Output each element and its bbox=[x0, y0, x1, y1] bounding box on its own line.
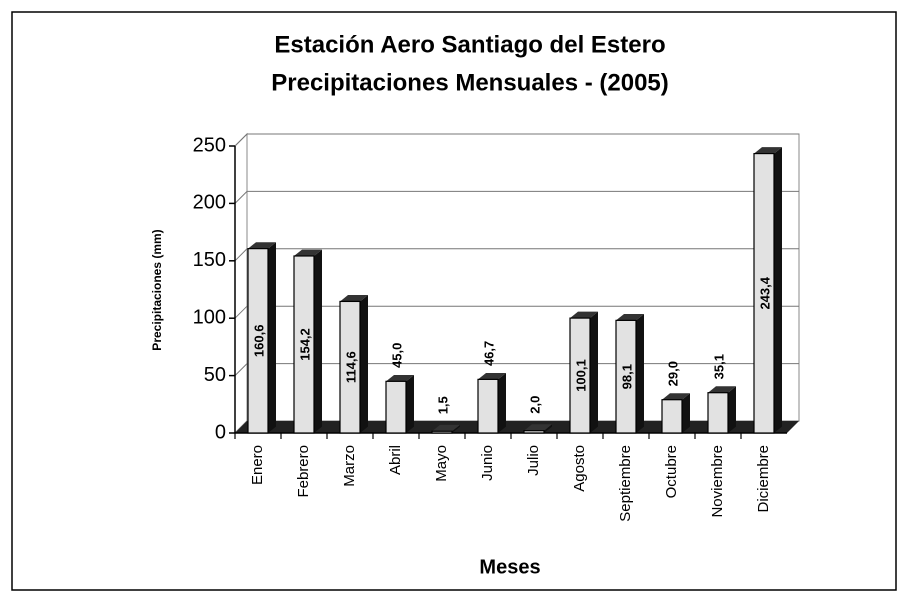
bar-side bbox=[268, 242, 276, 433]
y-tick-label: 50 bbox=[204, 364, 226, 386]
x-tick-label: Octubre bbox=[663, 445, 680, 498]
bar-side bbox=[406, 374, 414, 433]
side-wall bbox=[234, 132, 248, 435]
bar-side bbox=[452, 424, 460, 433]
x-tick-label: Febrero bbox=[295, 445, 312, 498]
bar-top bbox=[340, 295, 368, 302]
bar bbox=[707, 392, 729, 434]
bar-top bbox=[524, 424, 552, 431]
bar-top bbox=[708, 386, 736, 393]
data-label: 1,5 bbox=[435, 396, 450, 414]
x-tick-label: Enero bbox=[249, 445, 266, 485]
data-label: 46,7 bbox=[481, 341, 496, 366]
data-label: 154,2 bbox=[297, 328, 312, 361]
bar bbox=[523, 430, 545, 434]
bar bbox=[385, 380, 407, 434]
bar-top bbox=[754, 147, 782, 154]
data-label: 243,4 bbox=[757, 276, 772, 309]
x-tick-label: Noviembre bbox=[709, 445, 726, 518]
bar-top bbox=[616, 313, 644, 321]
bar-top bbox=[248, 242, 276, 249]
chart-title: Estación Aero Santiago del Estero bbox=[274, 31, 665, 58]
bar-top bbox=[662, 393, 690, 400]
bar-side bbox=[636, 313, 644, 433]
grid-line bbox=[234, 190, 799, 204]
bar bbox=[247, 248, 269, 434]
data-label: 29,0 bbox=[665, 361, 680, 386]
bar bbox=[477, 378, 499, 434]
chart-subtitle: Precipitaciones Mensuales - (2005) bbox=[271, 69, 669, 96]
x-tick-label: Julio bbox=[525, 445, 542, 476]
data-label: 100,1 bbox=[573, 359, 588, 392]
bar-side bbox=[682, 393, 690, 433]
bar-side bbox=[314, 249, 322, 433]
bar-top bbox=[570, 311, 598, 319]
grid-line bbox=[234, 363, 799, 376]
bar-top bbox=[478, 372, 506, 380]
bar-top bbox=[294, 249, 322, 256]
bar bbox=[753, 152, 775, 434]
grid-line bbox=[234, 305, 799, 319]
x-tick-label: Agosto bbox=[571, 445, 588, 492]
floor bbox=[235, 421, 799, 433]
bar bbox=[569, 317, 591, 434]
y-tick-label: 250 bbox=[193, 134, 226, 156]
bar-side bbox=[728, 386, 736, 433]
bar bbox=[339, 300, 361, 434]
x-tick-label: Septiembre bbox=[617, 445, 634, 522]
bar bbox=[661, 399, 683, 434]
bar-side bbox=[498, 372, 506, 433]
bar-side bbox=[774, 147, 782, 433]
bar-top bbox=[432, 424, 460, 432]
bar-top bbox=[386, 374, 414, 382]
data-label: 35,1 bbox=[711, 354, 726, 379]
bar-side bbox=[544, 424, 552, 433]
grid-line bbox=[234, 133, 799, 147]
x-tick-label: Junio bbox=[479, 445, 496, 481]
x-tick-label: Abril bbox=[387, 445, 404, 475]
bar bbox=[431, 430, 453, 434]
data-label: 45,0 bbox=[389, 343, 404, 368]
grid-line bbox=[234, 248, 799, 262]
x-tick-label: Diciembre bbox=[755, 445, 772, 513]
x-tick-label: Mayo bbox=[433, 445, 450, 482]
bar-side bbox=[360, 295, 368, 433]
y-tick-label: 0 bbox=[215, 421, 226, 443]
bar bbox=[293, 255, 315, 434]
data-label: 160,6 bbox=[251, 325, 266, 358]
x-axis-label: Meses bbox=[479, 556, 540, 578]
y-axis-label: Precipitaciones (mm) bbox=[150, 229, 164, 350]
bar bbox=[615, 319, 637, 434]
bar-side bbox=[590, 311, 598, 433]
x-tick-label: Marzo bbox=[341, 445, 358, 487]
data-label: 114,6 bbox=[343, 351, 358, 383]
data-label: 2,0 bbox=[527, 396, 542, 414]
y-tick-label: 100 bbox=[193, 306, 226, 328]
data-label: 98,1 bbox=[619, 364, 634, 389]
y-tick-label: 150 bbox=[193, 249, 226, 271]
y-tick-label: 200 bbox=[193, 192, 226, 214]
